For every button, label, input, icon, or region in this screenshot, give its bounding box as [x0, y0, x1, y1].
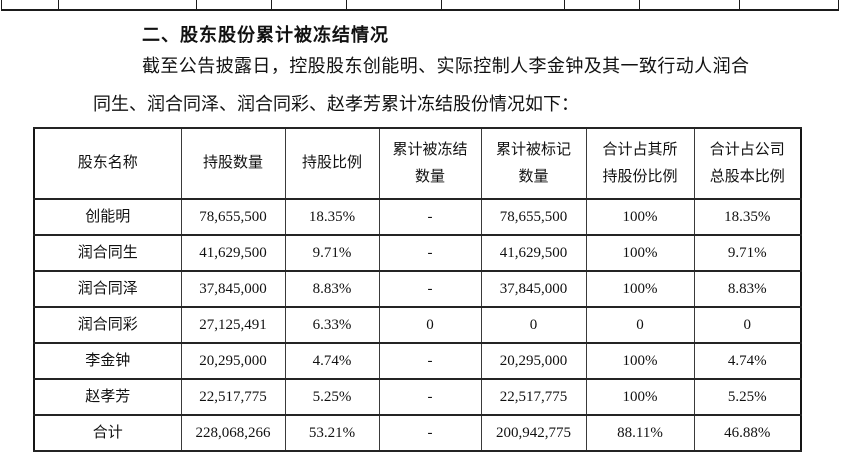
section-heading: 二、股东股份累计被冻结情况 [142, 25, 389, 45]
column-header-holding-ratio: 持股比例 [284, 127, 380, 200]
cell-pct-of-total: 8.83% [693, 270, 802, 308]
cell-shareholder-name: 创能明 [33, 198, 182, 236]
table-divider [58, 0, 59, 9]
cell-pct-of-held: 100% [585, 378, 695, 416]
cell-shareholder-name: 李金钟 [33, 342, 182, 380]
cell-shareholder-name: 润合同生 [33, 234, 182, 272]
cell-pct-of-held: 100% [585, 270, 695, 308]
cell-marked-quantity: 37,845,000 [480, 270, 587, 308]
table-divider [346, 0, 347, 9]
table-row-total: 合计 228,068,266 53.21% - 200,942,775 88.1… [33, 414, 802, 452]
cell-pct-of-held: 88.11% [585, 414, 695, 452]
table-divider [441, 0, 442, 9]
cell-marked-quantity: 22,517,775 [480, 378, 587, 416]
cell-pct-of-total: 46.88% [693, 414, 802, 452]
cell-frozen-quantity: - [378, 378, 482, 416]
cell-holding-ratio: 9.71% [284, 234, 380, 272]
cell-holding-ratio: 53.21% [284, 414, 380, 452]
table-row: 赵孝芳 22,517,775 5.25% - 22,517,775 100% 5… [33, 378, 802, 416]
cell-frozen-quantity: - [378, 414, 482, 452]
previous-table-bottom-edge [1, 0, 839, 11]
cell-frozen-quantity: - [378, 234, 482, 272]
cell-holding-ratio: 8.83% [284, 270, 380, 308]
cell-shareholder-name: 赵孝芳 [33, 378, 182, 416]
cell-holding-quantity: 20,295,000 [180, 342, 286, 380]
column-header-shareholder-name: 股东名称 [33, 127, 182, 200]
cell-marked-quantity: 20,295,000 [480, 342, 587, 380]
table-divider [639, 0, 640, 9]
cell-holding-ratio: 4.74% [284, 342, 380, 380]
cell-frozen-quantity: - [378, 270, 482, 308]
shareholder-freeze-table: 股东名称 持股数量 持股比例 累计被冻结 数量 累计被标记 数量 合计占其所 持… [33, 127, 802, 452]
cell-pct-of-held: 100% [585, 342, 695, 380]
column-header-frozen-quantity: 累计被冻结 数量 [378, 127, 482, 200]
cell-holding-ratio: 6.33% [284, 306, 380, 344]
cell-marked-quantity: 41,629,500 [480, 234, 587, 272]
cell-shareholder-name: 润合同泽 [33, 270, 182, 308]
cell-holding-ratio: 18.35% [284, 198, 380, 236]
table-header-row: 股东名称 持股数量 持股比例 累计被冻结 数量 累计被标记 数量 合计占其所 持… [33, 127, 802, 200]
cell-holding-quantity: 37,845,000 [180, 270, 286, 308]
column-header-marked-quantity: 累计被标记 数量 [480, 127, 587, 200]
cell-pct-of-held: 100% [585, 198, 695, 236]
table-divider [271, 0, 272, 9]
cell-holding-ratio: 5.25% [284, 378, 380, 416]
table-divider [196, 0, 197, 9]
cell-holding-quantity: 78,655,500 [180, 198, 286, 236]
cell-pct-of-total: 4.74% [693, 342, 802, 380]
cell-pct-of-total: 18.35% [693, 198, 802, 236]
cell-shareholder-name: 合计 [33, 414, 182, 452]
cell-pct-of-held: 100% [585, 234, 695, 272]
cell-marked-quantity: 0 [480, 306, 587, 344]
cell-pct-of-total: 5.25% [693, 378, 802, 416]
cell-pct-of-held: 0 [585, 306, 695, 344]
cell-holding-quantity: 22,517,775 [180, 378, 286, 416]
cell-marked-quantity: 200,942,775 [480, 414, 587, 452]
cell-holding-quantity: 228,068,266 [180, 414, 286, 452]
cell-pct-of-total: 9.71% [693, 234, 802, 272]
cell-marked-quantity: 78,655,500 [480, 198, 587, 236]
cell-pct-of-total: 0 [693, 306, 802, 344]
table-row: 润合同彩 27,125,491 6.33% 0 0 0 0 [33, 306, 802, 344]
cell-frozen-quantity: 0 [378, 306, 482, 344]
column-header-pct-of-total: 合计占公司 总股本比例 [693, 127, 802, 200]
cell-frozen-quantity: - [378, 342, 482, 380]
cell-holding-quantity: 41,629,500 [180, 234, 286, 272]
cell-frozen-quantity: - [378, 198, 482, 236]
column-header-holding-quantity: 持股数量 [180, 127, 286, 200]
intro-paragraph: 截至公告披露日，控股股东创能明、实际控制人李金钟及其一致行动人润合同生、润合同泽… [93, 56, 749, 114]
cell-holding-quantity: 27,125,491 [180, 306, 286, 344]
table-divider [564, 0, 565, 9]
table-row: 李金钟 20,295,000 4.74% - 20,295,000 100% 4… [33, 342, 802, 380]
table-row: 创能明 78,655,500 18.35% - 78,655,500 100% … [33, 198, 802, 236]
cell-shareholder-name: 润合同彩 [33, 306, 182, 344]
table-row: 润合同泽 37,845,000 8.83% - 37,845,000 100% … [33, 270, 802, 308]
table-row: 润合同生 41,629,500 9.71% - 41,629,500 100% … [33, 234, 802, 272]
column-header-pct-of-held: 合计占其所 持股份比例 [585, 127, 695, 200]
table-divider [739, 0, 740, 9]
